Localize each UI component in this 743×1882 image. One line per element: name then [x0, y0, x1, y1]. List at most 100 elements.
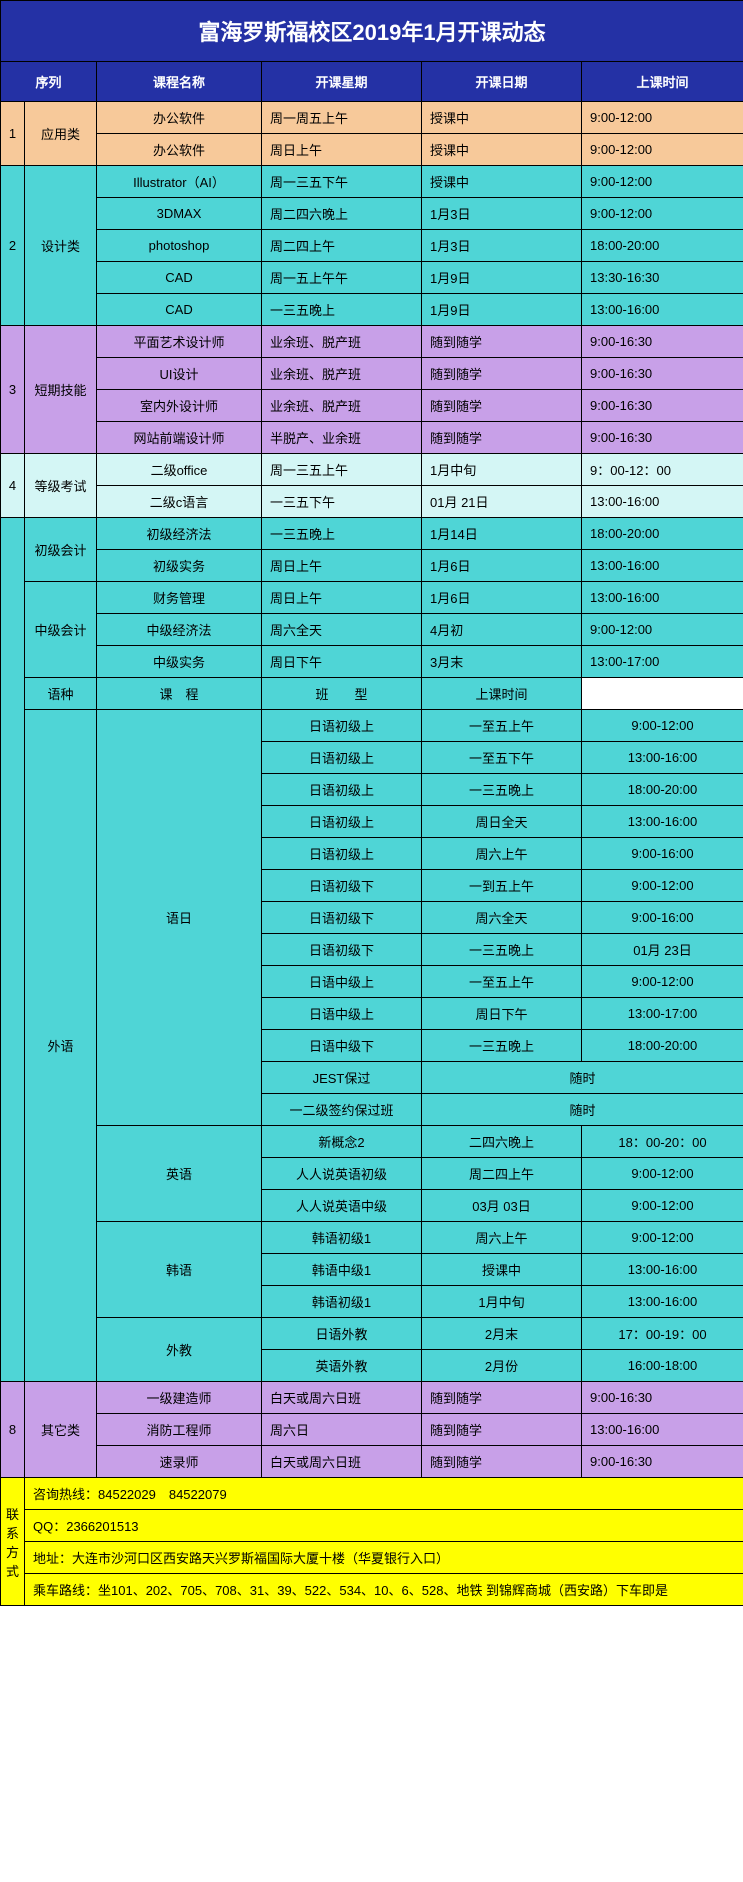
course-day: 业余班、脱产班 [262, 390, 422, 422]
course-day: 周一三五下午 [262, 166, 422, 198]
course-day: 周日上午 [262, 582, 422, 614]
course-date: 授课中 [422, 1254, 582, 1286]
course-date: 2月份 [422, 1350, 582, 1382]
course-date: 01月 21日 [422, 486, 582, 518]
course-time: 13:00-16:00 [582, 582, 743, 614]
course-date: 授课中 [422, 166, 582, 198]
course-day: 周六全天 [262, 614, 422, 646]
course-time: 9:00-12:00 [582, 134, 743, 166]
course-date: 1月9日 [422, 262, 582, 294]
course-date: 周日下午 [422, 998, 582, 1030]
course-time: 9:00-12:00 [582, 710, 743, 742]
lang-head-c1: 语种 [25, 678, 97, 710]
course-time: 9:00-16:00 [582, 902, 743, 934]
course-date: 随到随学 [422, 358, 582, 390]
course-date: 1月6日 [422, 550, 582, 582]
course-date: 3月末 [422, 646, 582, 678]
course-time: 01月 23日 [582, 934, 743, 966]
course-time: 16:00-18:00 [582, 1350, 743, 1382]
course-day: 白天或周六日班 [262, 1446, 422, 1478]
course-time: 9:00-12:00 [582, 102, 743, 134]
course-name: 财务管理 [97, 582, 262, 614]
course-date: 一三五晚上 [422, 934, 582, 966]
cat-cell: 设计类 [25, 166, 97, 326]
course-time: 9:00-16:30 [582, 1446, 743, 1478]
course-time: 13:00-16:00 [582, 806, 743, 838]
course-day: 周日上午 [262, 550, 422, 582]
course-time: 13:00-17:00 [582, 646, 743, 678]
acct-inter-cat: 中级会计 [25, 582, 97, 678]
course-time: 9:00-12:00 [582, 1222, 743, 1254]
contact-line: 咨询热线：84522029 84522079 [25, 1478, 743, 1510]
course-time: 13:00-16:00 [582, 1286, 743, 1318]
course-name: UI设计 [97, 358, 262, 390]
course-name: 新概念2 [262, 1126, 422, 1158]
course-name: Illustrator（AI） [97, 166, 262, 198]
course-day: 白天或周六日班 [262, 1382, 422, 1414]
course-name: CAD [97, 262, 262, 294]
course-date: 二四六晚上 [422, 1126, 582, 1158]
course-time: 9:00-16:30 [582, 326, 743, 358]
course-name: 韩语初级1 [262, 1222, 422, 1254]
course-time: 9:00-16:30 [582, 1382, 743, 1414]
course-date: 随到随学 [422, 422, 582, 454]
course-time: 13:00-16:00 [582, 1254, 743, 1286]
course-time: 13:00-16:00 [582, 294, 743, 326]
course-name: 中级经济法 [97, 614, 262, 646]
course-time: 9:00-12:00 [582, 1190, 743, 1222]
course-name: 网站前端设计师 [97, 422, 262, 454]
course-date: 授课中 [422, 102, 582, 134]
course-date: 1月9日 [422, 294, 582, 326]
course-date: 随到随学 [422, 1382, 582, 1414]
course-time: 9:00-12:00 [582, 198, 743, 230]
course-day: 周一三五上午 [262, 454, 422, 486]
seq-cell: 3 [1, 326, 25, 454]
course-time: 9:00-16:00 [582, 838, 743, 870]
course-merged: 随时 [422, 1094, 743, 1126]
big-seq [1, 518, 25, 1382]
lang-head-c3: 班 型 [262, 678, 422, 710]
lang-sub-cat: 语日 [97, 710, 262, 1126]
course-time: 9:00-12:00 [582, 614, 743, 646]
course-name: 二级office [97, 454, 262, 486]
head-seq: 序列 [1, 62, 97, 102]
course-date: 周日全天 [422, 806, 582, 838]
course-time: 9:00-16:30 [582, 422, 743, 454]
course-name: 日语中级上 [262, 966, 422, 998]
course-date: 一到五上午 [422, 870, 582, 902]
other-cat: 其它类 [25, 1382, 97, 1478]
course-name: 日语初级下 [262, 934, 422, 966]
contact-cat: 联系方式 [1, 1478, 25, 1606]
course-name: 日语中级上 [262, 998, 422, 1030]
course-name: JEST保过 [262, 1062, 422, 1094]
course-time: 9:00-16:30 [582, 358, 743, 390]
course-date: 03月 03日 [422, 1190, 582, 1222]
head-day: 开课星期 [262, 62, 422, 102]
course-name: 办公软件 [97, 102, 262, 134]
course-date: 周六上午 [422, 838, 582, 870]
course-name: 室内外设计师 [97, 390, 262, 422]
course-name: 3DMAX [97, 198, 262, 230]
course-name: 人人说英语初级 [262, 1158, 422, 1190]
course-time: 9:00-12:00 [582, 1158, 743, 1190]
course-name: 日语初级下 [262, 870, 422, 902]
course-time: 9:00-16:30 [582, 390, 743, 422]
course-date: 随到随学 [422, 326, 582, 358]
contact-line: 乘车路线：坐101、202、705、708、31、39、522、534、10、6… [25, 1574, 743, 1606]
course-name: 平面艺术设计师 [97, 326, 262, 358]
contact-line: 地址：大连市沙河口区西安路天兴罗斯福国际大厦十楼（华夏银行入口） [25, 1542, 743, 1574]
course-name: 消防工程师 [97, 1414, 262, 1446]
course-time: 17：00-19：00 [582, 1318, 743, 1350]
course-day: 周一五上午午 [262, 262, 422, 294]
course-time: 18:00-20:00 [582, 774, 743, 806]
course-day: 一三五下午 [262, 486, 422, 518]
course-date: 周二四上午 [422, 1158, 582, 1190]
course-name: 韩语初级1 [262, 1286, 422, 1318]
course-name: 日语初级上 [262, 710, 422, 742]
course-name: 速录师 [97, 1446, 262, 1478]
course-name: 日语初级上 [262, 806, 422, 838]
course-date: 1月3日 [422, 198, 582, 230]
lang-sub-cat: 外教 [97, 1318, 262, 1382]
course-date: 授课中 [422, 134, 582, 166]
course-date: 1月3日 [422, 230, 582, 262]
